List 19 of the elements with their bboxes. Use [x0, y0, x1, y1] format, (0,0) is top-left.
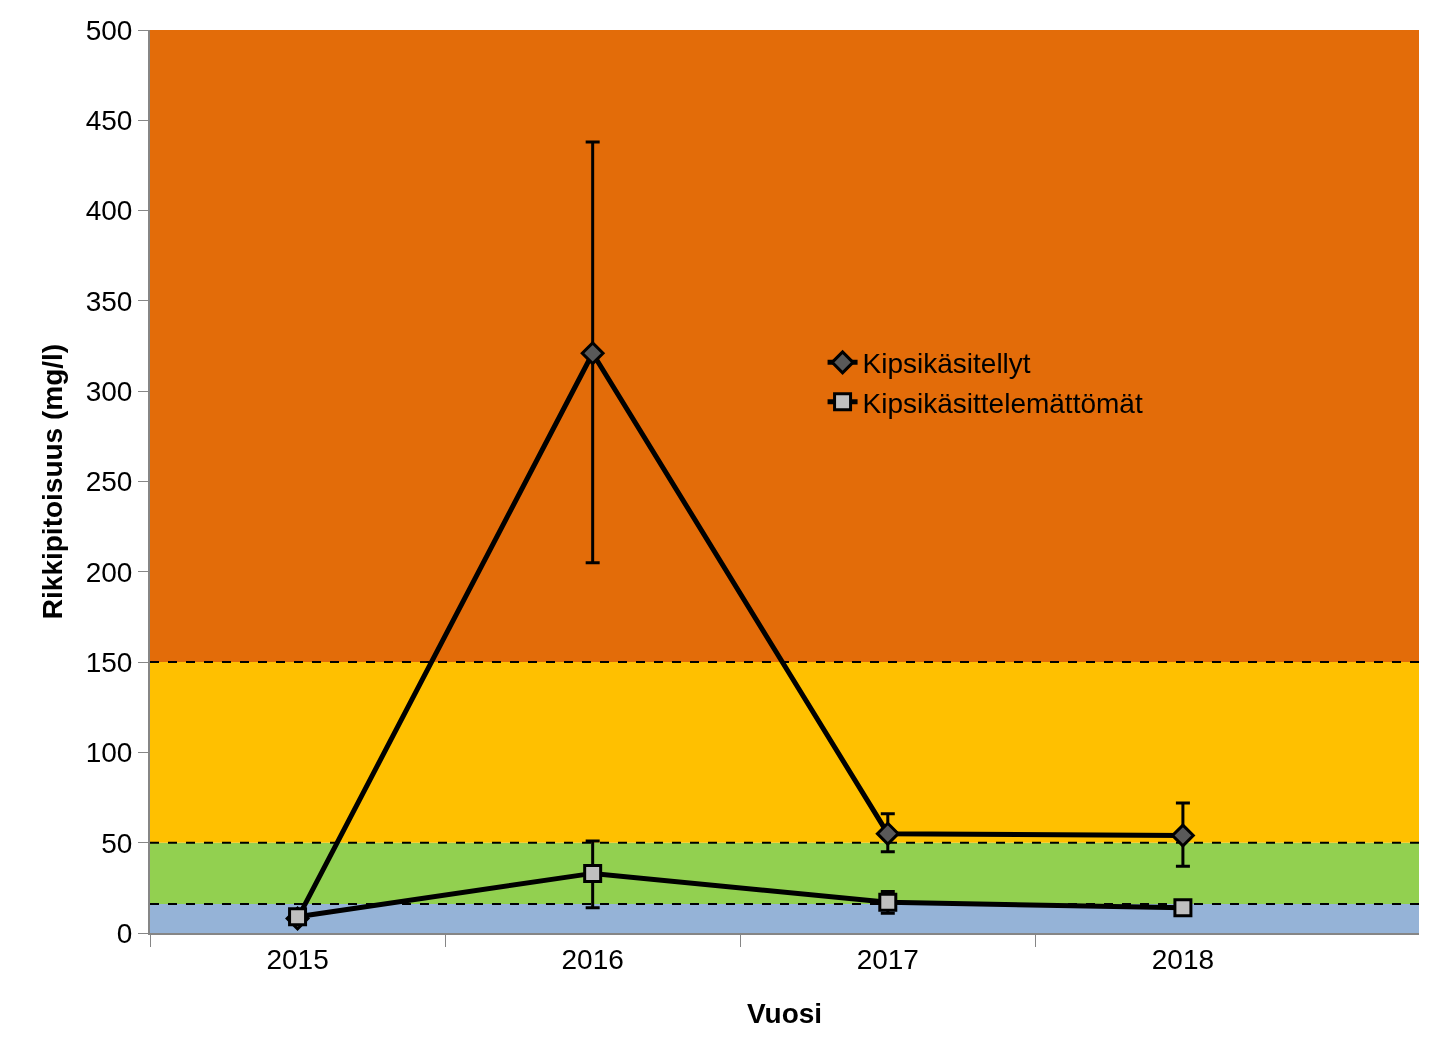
legend-label: Kipsikäsitellyt: [862, 348, 1031, 380]
x-tick-label: 2018: [1151, 943, 1215, 975]
y-axis-title: Rikkipitoisuus (mg/l): [36, 343, 68, 620]
x-axis-title: Vuosi: [746, 998, 823, 1030]
y-tick-label: 500: [85, 14, 133, 46]
x-tick-label: 2017: [856, 943, 919, 975]
y-tick-label: 300: [85, 376, 133, 407]
y-tick-label: 100: [85, 737, 133, 769]
y-tick-label: 50: [101, 827, 133, 859]
x-tick-label: 2016: [561, 943, 624, 975]
y-tick-label: 200: [85, 556, 133, 588]
y-tick-label: 350: [85, 285, 133, 317]
x-tick-label: 2015: [266, 943, 329, 975]
y-tick-label: 0: [116, 917, 133, 949]
y-tick-label: 150: [85, 646, 133, 678]
y-tick-label: 400: [85, 195, 133, 227]
legend-label: Kipsikäsittelemättömät: [862, 387, 1143, 419]
y-tick-label: 450: [85, 105, 133, 137]
y-tick-label: 250: [85, 466, 133, 498]
